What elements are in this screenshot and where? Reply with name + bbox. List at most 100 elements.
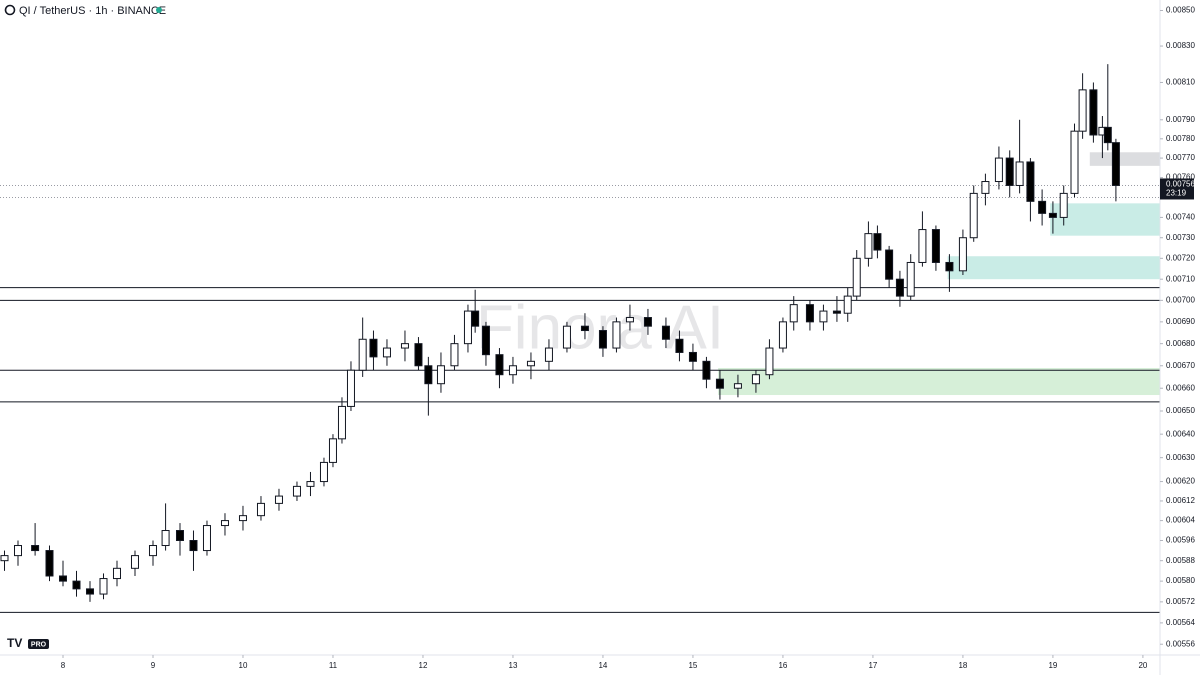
candle-body — [852, 257, 861, 297]
zone — [1050, 203, 1160, 236]
candle-body — [778, 321, 787, 349]
candle-body — [1070, 130, 1079, 194]
candle-body — [1111, 142, 1120, 186]
candle-body — [306, 481, 315, 487]
y-tick-label: 0.00620 — [1166, 477, 1195, 486]
candle-body — [981, 181, 990, 194]
symbol-icon — [4, 4, 16, 16]
candle-body — [1026, 161, 1035, 202]
candle-body — [99, 578, 108, 595]
candle-body — [58, 575, 67, 582]
x-tick-label: 16 — [778, 661, 787, 670]
market-status[interactable] — [156, 7, 162, 13]
candle-body — [274, 495, 283, 504]
candle-body — [906, 261, 915, 297]
candle-body — [414, 343, 423, 367]
candle-body — [526, 360, 535, 367]
candle-body — [1015, 161, 1024, 186]
y-tick-label: 0.00564 — [1166, 618, 1195, 627]
candle-body — [643, 317, 652, 327]
candle-body — [765, 347, 774, 376]
badge: PRO — [31, 641, 47, 648]
y-tick-label: 0.00690 — [1166, 317, 1195, 326]
candles — [0, 64, 1120, 602]
y-tick-label: 0.00680 — [1166, 339, 1195, 348]
candle-body — [1103, 126, 1112, 144]
candle-body — [580, 325, 589, 332]
x-tick-label: 9 — [151, 661, 156, 670]
candle-body — [202, 525, 211, 552]
candle-body — [562, 325, 571, 349]
candle-body — [969, 192, 978, 239]
candle-body — [346, 369, 355, 407]
candle-body — [931, 229, 940, 263]
x-tick-label: 15 — [688, 661, 697, 670]
x-tick-label: 18 — [958, 661, 967, 670]
candle-body — [843, 295, 852, 314]
y-tick-label: 0.00700 — [1166, 295, 1195, 304]
y-tick-label: 0.00720 — [1166, 253, 1195, 262]
y-tick-label: 0.00730 — [1166, 233, 1195, 242]
zone — [1089, 152, 1160, 166]
candle-body — [337, 405, 346, 440]
candle-body — [495, 354, 504, 376]
candle-body — [292, 485, 301, 497]
candle-body — [873, 233, 882, 251]
candle-body — [544, 347, 553, 362]
candle-body — [994, 157, 1003, 183]
y-tick-label: 0.00710 — [1166, 274, 1195, 283]
candle-body — [625, 317, 634, 323]
candle-body — [612, 321, 621, 349]
candle-body — [661, 325, 670, 340]
candle-body — [72, 580, 81, 590]
candle-body — [0, 555, 9, 562]
candle-body — [675, 338, 684, 353]
candle-body — [1078, 89, 1087, 132]
y-tick-label: 0.00604 — [1166, 516, 1195, 525]
tv-logo: TV PRO — [7, 636, 49, 650]
candle-body — [688, 351, 697, 362]
candle-body — [436, 365, 445, 385]
candle-body — [789, 304, 798, 323]
candle-body — [1038, 200, 1047, 214]
y-tick-label: 0.00650 — [1166, 406, 1195, 415]
chart-title: QI / TetherUS · 1h · BINANCE — [19, 5, 166, 17]
candle-body — [382, 347, 391, 358]
badge-bg — [28, 639, 49, 649]
price-label: 0.00756 — [1166, 180, 1195, 189]
candle-body — [220, 520, 229, 527]
candle-body — [369, 338, 378, 358]
y-tick-label: 0.00670 — [1166, 361, 1195, 370]
candle-body — [450, 343, 459, 367]
x-tick-label: 11 — [329, 661, 338, 670]
x-tick-label: 10 — [239, 661, 248, 670]
candle-body — [424, 365, 433, 385]
zone — [718, 367, 1160, 396]
candle-body — [598, 330, 607, 349]
y-tick-label: 0.00640 — [1166, 429, 1195, 438]
axes: 0.00850 0.00830 0.00810 0.00790 0.00780 0.007… — [61, 6, 1196, 670]
y-tick-label: 0.00660 — [1166, 383, 1195, 392]
candle-body — [805, 304, 814, 323]
y-tick-label: 0.00830 — [1166, 41, 1195, 50]
y-tick-label: 0.00630 — [1166, 453, 1195, 462]
candle-body — [189, 540, 198, 552]
candle-body — [471, 310, 480, 327]
x-tick-label: 19 — [1048, 661, 1057, 670]
y-tick-label: 0.00790 — [1166, 115, 1195, 124]
countdown: 23:19 — [1166, 189, 1187, 198]
y-tick-label: 0.00588 — [1166, 556, 1195, 565]
candle-body — [918, 229, 927, 263]
candle-body — [945, 261, 954, 272]
y-tick-label: 0.00612 — [1166, 496, 1195, 505]
candle-body — [358, 338, 367, 371]
candle-body — [400, 343, 409, 349]
levels — [0, 185, 1160, 613]
candle-body — [1089, 89, 1098, 136]
candle-body — [1005, 157, 1014, 186]
candle-body — [328, 438, 337, 463]
candle-body — [256, 502, 265, 517]
watermark: Finora AI — [476, 293, 724, 362]
price-label-bg — [1160, 178, 1194, 200]
